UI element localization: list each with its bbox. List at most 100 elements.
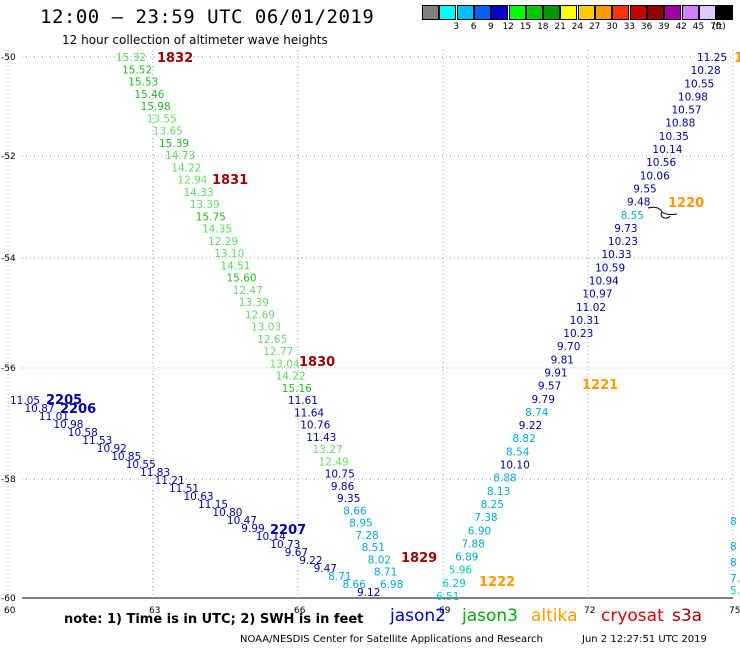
pass-number-label: 1832: [157, 51, 193, 66]
map-title: 12:00 – 23:59 UTC 06/01/2019: [40, 6, 375, 28]
pass-number-label: 1: [734, 51, 740, 66]
swh-value: 10.06: [640, 170, 670, 182]
swh-value: 15.53: [128, 77, 158, 89]
scale-label: 33: [623, 22, 636, 32]
pass-number-label: 2206: [60, 402, 96, 417]
swh-value: 10.23: [608, 236, 638, 248]
scale-label: 24: [571, 22, 584, 32]
swh-value: 9.91: [544, 368, 567, 380]
swh-value: 8.54: [506, 446, 530, 458]
swh-value: 8.71: [374, 567, 397, 579]
scale-label: 3: [453, 22, 460, 32]
swh-value: 10.92: [97, 443, 127, 455]
legend-jason2: jason2: [390, 606, 446, 626]
swh-value: 9.57: [538, 381, 561, 393]
swh-value: 8.13: [487, 486, 510, 498]
swh-value: 9.22: [299, 555, 322, 567]
swh-value: 10.23: [563, 328, 593, 340]
scale-swatch: [698, 5, 716, 20]
lon-label: 75: [729, 606, 740, 616]
swh-value: 14.22: [171, 162, 201, 174]
swh-value: 9.79: [532, 394, 555, 406]
scale-label: 39: [658, 22, 670, 32]
swh-value: 8: [730, 557, 737, 569]
scale-swatch: [525, 5, 543, 20]
scale-swatch: [422, 5, 439, 20]
scale-label: 36: [640, 22, 653, 32]
swh-value: 13.03: [251, 322, 281, 334]
swh-value: 11.25: [697, 52, 727, 64]
swh-value: 11.51: [169, 483, 199, 495]
swh-value: 9.22: [519, 420, 542, 432]
map-grid: [7, 50, 734, 599]
swh-value: 9.81: [551, 354, 574, 366]
swh-value: 11.15: [198, 499, 228, 511]
scale-label: 9: [488, 22, 494, 32]
swh-value: 15.60: [227, 273, 257, 285]
swh-value: 10.85: [111, 451, 141, 463]
swh-value: 9.55: [633, 184, 656, 196]
swh-value: 10.94: [589, 276, 619, 288]
scale-swatch: [577, 5, 595, 20]
swh-value: 14.35: [202, 224, 232, 236]
swh-value: 6.90: [468, 525, 491, 537]
swh-value: 11.83: [140, 467, 170, 479]
swh-value: 11.01: [39, 411, 69, 423]
pass-number-label: 1221: [582, 378, 618, 393]
swh-value: 11.43: [306, 432, 336, 444]
swh-value: 10.76: [300, 420, 330, 432]
lon-label: 60: [4, 606, 16, 616]
swh-value: 13.27: [313, 444, 343, 456]
swh-value: 10.73: [270, 539, 300, 551]
swh-value: 7.38: [474, 512, 497, 524]
swh-value: 13.39: [239, 297, 269, 309]
scale-label: 45: [692, 22, 705, 32]
swh-value: 5.3: [730, 585, 740, 597]
swh-value: 12.47: [233, 285, 263, 297]
lat-label: -60: [1, 594, 16, 604]
swh-value: 14.22: [276, 371, 306, 383]
map-subtitle: 12 hour collection of altimeter wave hei…: [62, 33, 328, 47]
swh-value: 9.99: [241, 523, 264, 535]
swh-value: 10.87: [25, 403, 55, 415]
swh-value: 14.73: [165, 150, 195, 162]
lon-label: 66: [294, 606, 306, 616]
swh-value: 12.94: [177, 175, 207, 187]
legend-s3a: s3a: [672, 606, 703, 626]
scale-label: 21: [554, 22, 566, 32]
swh-value: 15.16: [282, 383, 312, 395]
scale-swatch: [716, 5, 734, 20]
lat-label: -52: [1, 152, 16, 162]
swh-value: 7.28: [355, 530, 378, 542]
swh-value: 13.04: [270, 358, 300, 370]
swh-value: 15.98: [141, 101, 171, 113]
pass-number-label: 2207: [270, 523, 306, 538]
swh-value: 15.52: [122, 64, 152, 76]
swh-value: 11.53: [82, 435, 112, 447]
swh-value: 10.63: [184, 491, 214, 503]
swh-value: 13.10: [214, 248, 244, 260]
scale-swatch: [560, 5, 578, 20]
scale-swatch: [508, 5, 526, 20]
scale-label: 30: [606, 22, 618, 32]
scale-label: 12: [502, 22, 514, 32]
swh-value: 9.47: [314, 563, 337, 575]
scale-label: 42: [675, 22, 687, 32]
swh-value: 10.35: [659, 131, 689, 143]
swh-value: 15.46: [134, 89, 164, 101]
swh-value: 8.25: [481, 499, 504, 511]
lat-label: -56: [1, 364, 16, 374]
swh-value: 11.64: [294, 407, 324, 419]
swh-value: 9.48: [627, 197, 650, 209]
swh-value: 9.67: [285, 547, 308, 559]
altimeter-tracks: 15.3215.5215.5315.4615.9813.5513.6515.39…: [10, 52, 740, 603]
swh-value: 9.73: [614, 223, 637, 235]
legend-cryosat: cryosat: [601, 606, 664, 626]
swh-value: 8.88: [493, 473, 516, 485]
swh-value: 10.55: [126, 459, 156, 471]
scale-swatch: [439, 5, 457, 20]
swh-value: 9.86: [331, 481, 355, 493]
scale-label: 27: [588, 22, 601, 32]
